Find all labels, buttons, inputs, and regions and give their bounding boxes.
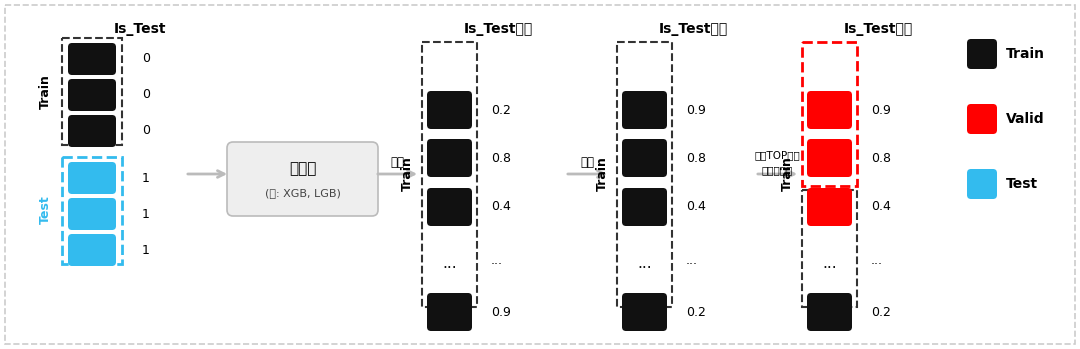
FancyBboxPatch shape (68, 79, 116, 111)
FancyBboxPatch shape (427, 139, 472, 177)
Text: 分类器: 分类器 (288, 162, 316, 177)
Text: Train: Train (595, 157, 608, 192)
Text: Train: Train (781, 157, 794, 192)
Text: 0.2: 0.2 (686, 305, 706, 319)
FancyBboxPatch shape (807, 91, 852, 129)
Text: 0.4: 0.4 (870, 200, 891, 214)
Text: (例: XGB, LGB): (例: XGB, LGB) (265, 188, 340, 198)
FancyBboxPatch shape (68, 234, 116, 266)
FancyBboxPatch shape (807, 188, 852, 226)
Text: 1: 1 (141, 171, 150, 185)
FancyBboxPatch shape (427, 188, 472, 226)
Bar (802, 42, 858, 186)
Text: ...: ... (686, 253, 698, 267)
Text: Train: Train (39, 75, 52, 110)
Text: Valid: Valid (1005, 112, 1044, 126)
FancyBboxPatch shape (227, 142, 378, 216)
Text: Is_Test概率: Is_Test概率 (463, 22, 532, 36)
FancyBboxPatch shape (622, 188, 667, 226)
FancyBboxPatch shape (807, 139, 852, 177)
Text: 0: 0 (141, 89, 150, 102)
Text: Test: Test (39, 196, 52, 224)
Text: 1: 1 (141, 244, 150, 257)
FancyBboxPatch shape (967, 104, 997, 134)
FancyBboxPatch shape (68, 115, 116, 147)
Text: 选择TOP样本: 选择TOP样本 (754, 150, 800, 160)
Bar (62, 38, 122, 145)
Text: 0.2: 0.2 (870, 305, 891, 319)
FancyBboxPatch shape (427, 91, 472, 129)
Text: Is_Test概率: Is_Test概率 (843, 22, 913, 36)
Text: ...: ... (870, 253, 883, 267)
Text: 0.4: 0.4 (491, 200, 511, 214)
Text: 0.9: 0.9 (870, 104, 891, 117)
Text: 预测: 预测 (390, 156, 404, 169)
Bar (62, 157, 122, 264)
FancyBboxPatch shape (967, 39, 997, 69)
FancyBboxPatch shape (68, 162, 116, 194)
Bar (617, 42, 672, 307)
Text: Is_Test: Is_Test (113, 22, 166, 36)
Text: Train: Train (1005, 47, 1045, 61)
FancyBboxPatch shape (622, 139, 667, 177)
Text: ...: ... (637, 257, 652, 272)
Text: 0.4: 0.4 (686, 200, 706, 214)
Text: ...: ... (442, 257, 457, 272)
FancyBboxPatch shape (622, 91, 667, 129)
Text: Test: Test (1005, 177, 1038, 191)
Text: 0: 0 (141, 52, 150, 66)
FancyBboxPatch shape (427, 293, 472, 331)
Text: 1: 1 (141, 208, 150, 221)
Bar (802, 190, 858, 307)
FancyBboxPatch shape (68, 198, 116, 230)
Text: Train: Train (401, 157, 414, 192)
Text: 0.8: 0.8 (870, 151, 891, 164)
FancyBboxPatch shape (967, 169, 997, 199)
Text: 降序: 降序 (580, 156, 594, 169)
Text: 0.9: 0.9 (491, 305, 511, 319)
Text: 0: 0 (141, 125, 150, 138)
FancyBboxPatch shape (622, 293, 667, 331)
FancyBboxPatch shape (68, 43, 116, 75)
Text: 0.9: 0.9 (686, 104, 706, 117)
Text: Is_Test概率: Is_Test概率 (659, 22, 728, 36)
Text: ...: ... (822, 257, 837, 272)
Text: 0.8: 0.8 (686, 151, 706, 164)
FancyBboxPatch shape (807, 293, 852, 331)
Bar (422, 42, 477, 307)
Text: 0.2: 0.2 (491, 104, 511, 117)
Text: 0.8: 0.8 (491, 151, 511, 164)
Text: 作为验证集: 作为验证集 (761, 165, 793, 175)
Text: ...: ... (491, 253, 503, 267)
